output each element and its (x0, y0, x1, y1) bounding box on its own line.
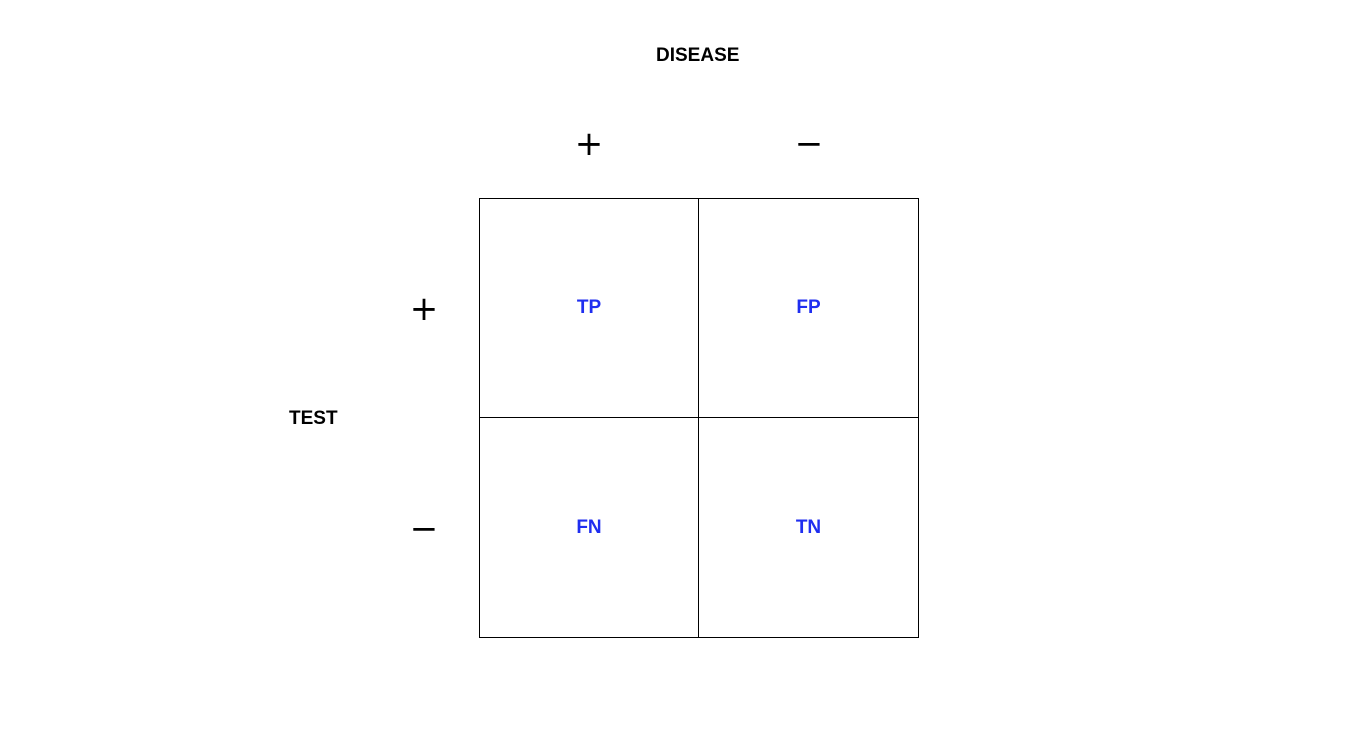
true-negative-cell: TN (795, 516, 822, 538)
false-negative-cell: FN (480, 418, 699, 637)
disease-positive-header: + (574, 124, 604, 164)
true-positive-cell: TP (480, 199, 699, 418)
disease-axis-title: DISEASE (656, 45, 740, 66)
disease-negative-header: − (794, 124, 824, 164)
false-positive-cell: FP (699, 199, 918, 418)
test-negative-header: − (409, 509, 439, 549)
confusion-matrix-grid: TP FP FN TN (479, 198, 919, 638)
test-positive-header: + (409, 289, 439, 329)
test-axis-title: TEST (289, 408, 338, 429)
